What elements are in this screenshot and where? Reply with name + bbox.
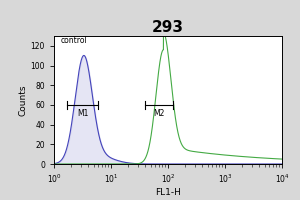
Text: M2: M2 xyxy=(153,109,165,118)
Text: M1: M1 xyxy=(77,109,88,118)
Text: control: control xyxy=(61,36,88,45)
Y-axis label: Counts: Counts xyxy=(19,84,28,116)
Title: 293: 293 xyxy=(152,20,184,35)
X-axis label: FL1-H: FL1-H xyxy=(155,188,181,197)
